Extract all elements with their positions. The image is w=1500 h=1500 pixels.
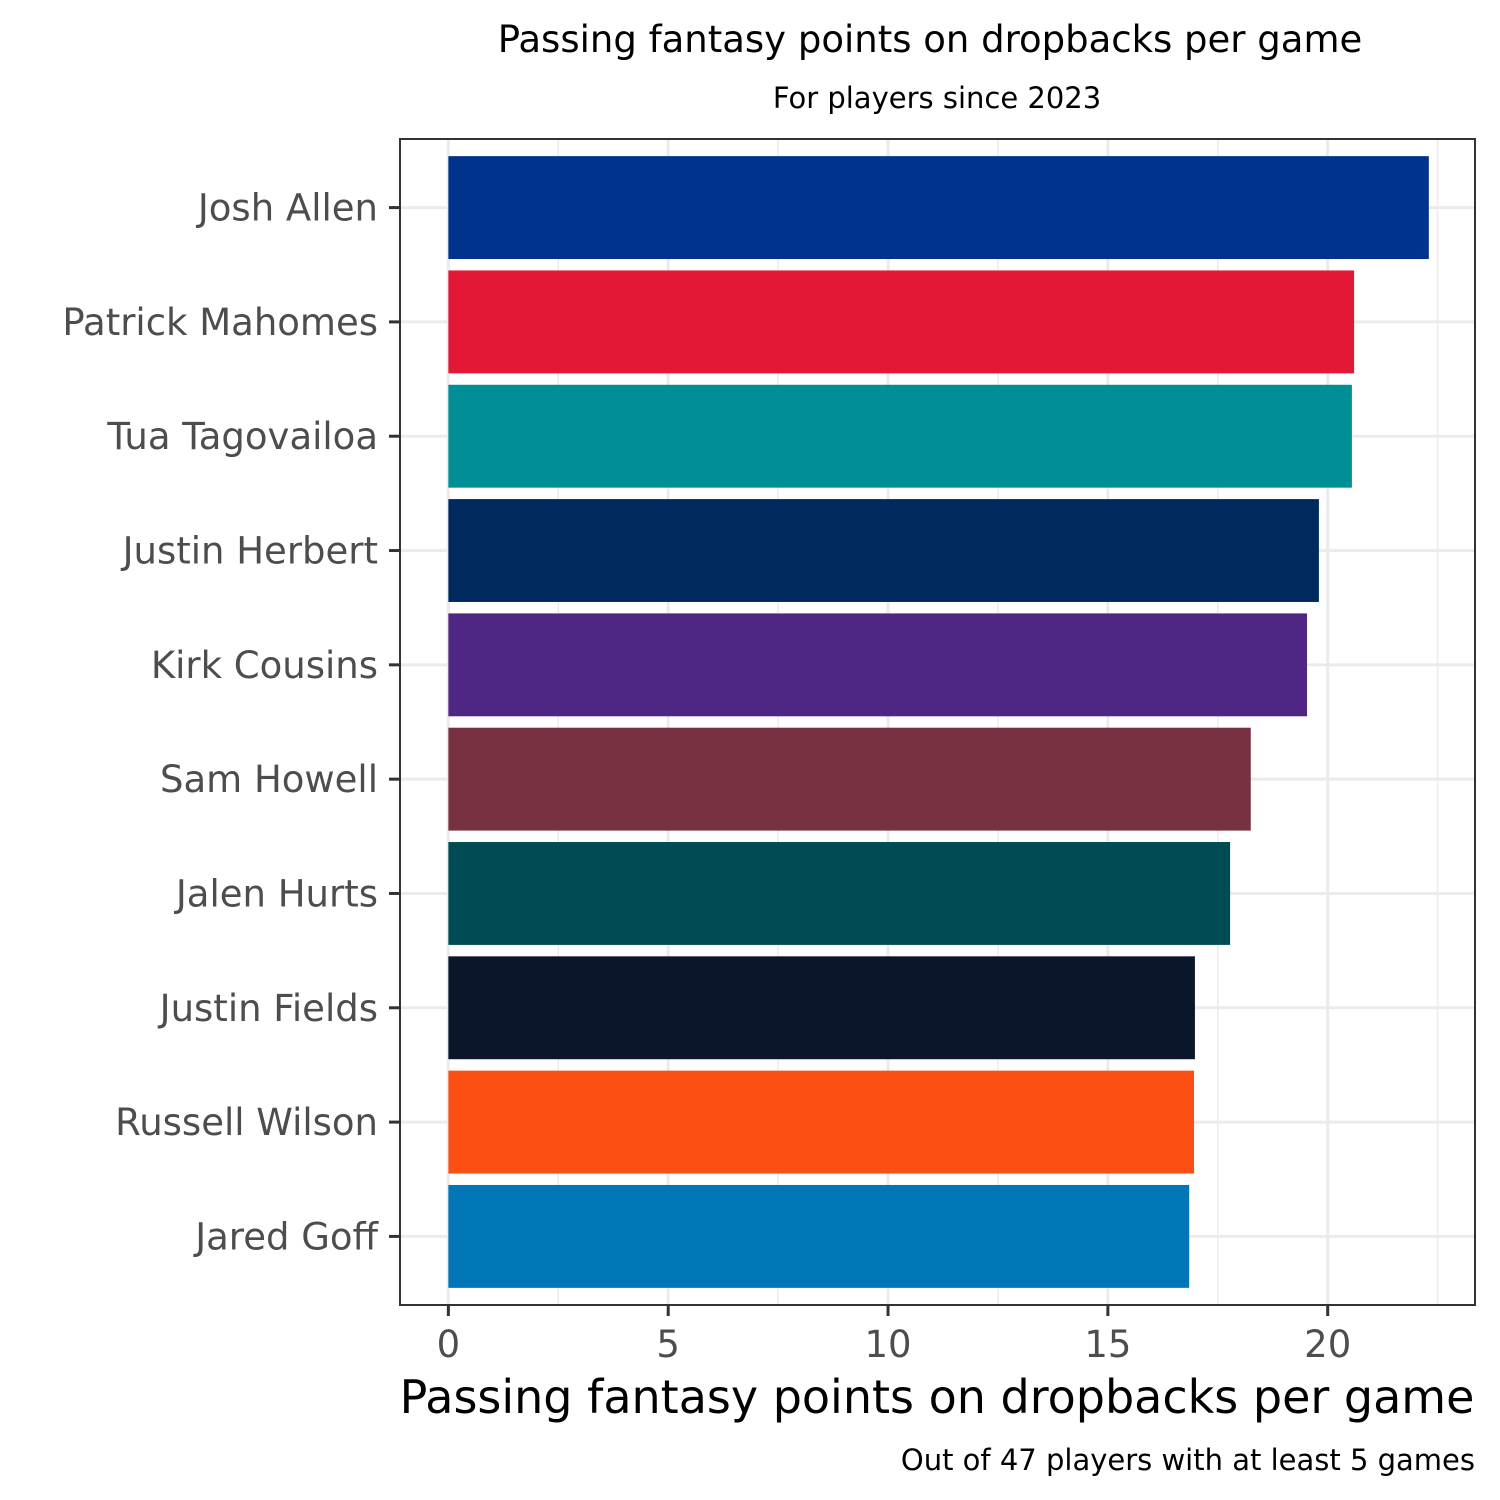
bar — [448, 1184, 1190, 1288]
y-tick-label: Kirk Cousins — [151, 644, 378, 687]
y-tick-label: Justin Fields — [158, 987, 378, 1030]
bar — [448, 727, 1251, 831]
x-tick-label: 5 — [656, 1323, 680, 1366]
chart-subtitle: For players since 2023 — [773, 81, 1101, 115]
y-tick-label: Josh Allen — [196, 187, 378, 230]
y-tick-label: Tua Tagovailoa — [106, 415, 378, 458]
y-tick-label: Jalen Hurts — [174, 872, 378, 915]
bar — [448, 613, 1308, 717]
bar — [448, 956, 1195, 1060]
bar — [448, 1070, 1195, 1174]
axis-ticks — [389, 206, 1330, 1316]
bars — [448, 156, 1429, 1288]
bar — [448, 499, 1319, 602]
y-tick-label: Russell Wilson — [115, 1101, 378, 1144]
bar — [448, 384, 1352, 488]
x-axis-labels: 0 5 10 15 20 — [437, 1323, 1352, 1366]
y-axis-labels: Josh Allen Patrick Mahomes Tua Tagovailoa J… — [62, 187, 379, 1259]
bar — [448, 156, 1429, 260]
chart-title: Passing fantasy points on dropbacks per … — [498, 18, 1363, 61]
y-tick-label: Patrick Mahomes — [62, 301, 378, 344]
chart-caption: Out of 47 players with at least 5 games — [901, 1443, 1475, 1477]
y-tick-label: Jared Goff — [193, 1215, 379, 1258]
x-tick-label: 20 — [1304, 1323, 1351, 1366]
x-axis-title: Passing fantasy points on dropbacks per … — [400, 1370, 1475, 1424]
x-tick-label: 15 — [1084, 1323, 1131, 1366]
x-tick-label: 0 — [437, 1323, 461, 1366]
bar — [448, 270, 1355, 374]
panel-border — [399, 138, 1476, 1306]
y-tick-label: Justin Herbert — [121, 530, 378, 573]
y-tick-label: Sam Howell — [160, 758, 378, 801]
bar — [448, 842, 1231, 945]
x-tick-label: 10 — [864, 1323, 911, 1366]
